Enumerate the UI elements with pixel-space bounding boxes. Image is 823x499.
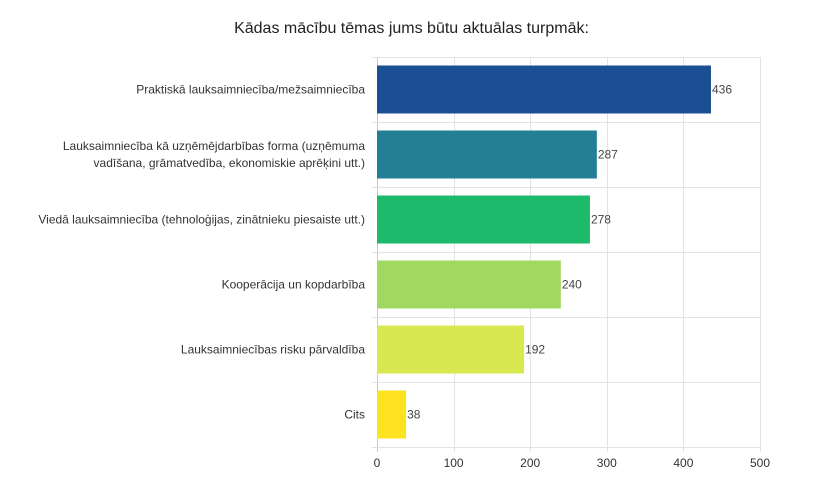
category-label: Lauksaimniecības risku pārvaldība — [181, 343, 365, 357]
category-label: Lauksaimniecība kā uzņēmējdarbības forma… — [63, 139, 365, 153]
data-label: 278 — [591, 213, 611, 227]
x-tick-label: 500 — [750, 456, 770, 470]
bar — [377, 195, 590, 244]
bar — [377, 390, 407, 439]
x-tick-label: 300 — [597, 456, 617, 470]
category-label: Praktiskā lauksaimniecība/mežsaimniecība — [136, 83, 365, 97]
x-tick-label: 200 — [520, 456, 540, 470]
data-label: 192 — [525, 343, 545, 357]
bar — [377, 325, 525, 374]
data-label: 436 — [712, 83, 732, 97]
chart-title: Kādas mācību tēmas jums būtu aktuālas tu… — [234, 20, 589, 37]
bar — [377, 260, 561, 309]
category-label: Kooperācija un kopdarbība — [222, 278, 366, 292]
x-tick-label: 400 — [673, 456, 693, 470]
category-label: Viedā lauksaimniecība (tehnoloģijas, zin… — [38, 213, 365, 227]
bar — [377, 65, 711, 114]
category-label: Cits — [344, 408, 365, 422]
data-label: 287 — [598, 148, 618, 162]
x-tick-label: 0 — [374, 456, 381, 470]
bar — [377, 130, 597, 179]
data-label: 38 — [407, 408, 421, 422]
data-label: 240 — [562, 278, 582, 292]
x-tick-label: 100 — [444, 456, 464, 470]
category-label: vadīšana, grāmatvedība, ekonomiskie aprē… — [94, 156, 365, 170]
